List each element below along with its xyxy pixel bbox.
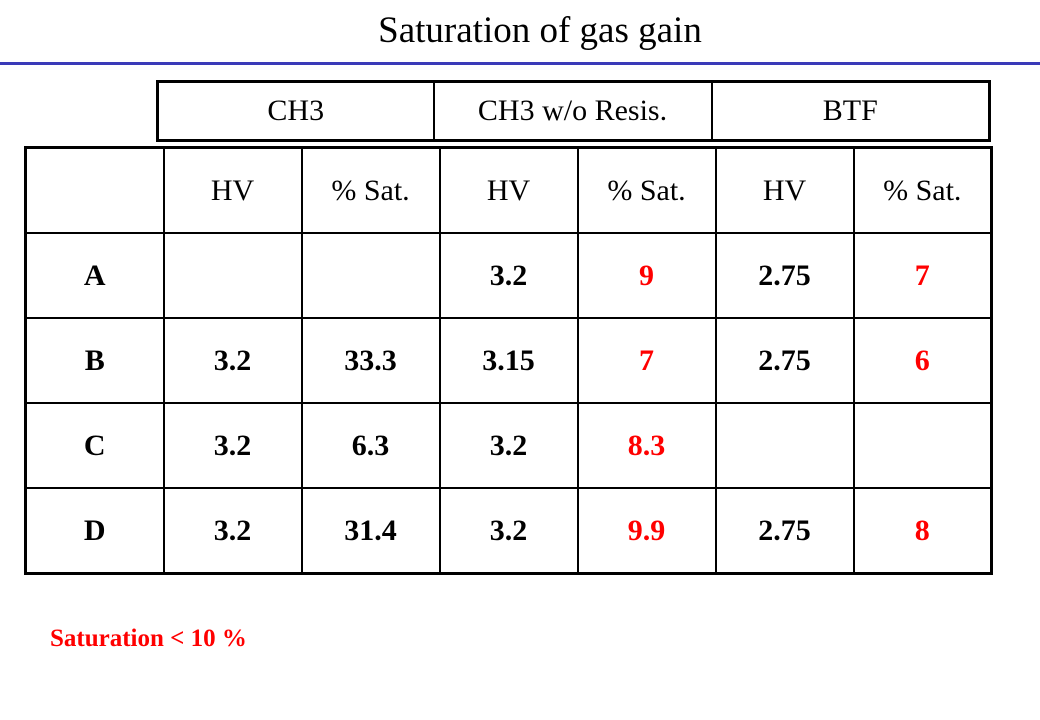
group-header-table: CH3 CH3 w/o Resis. BTF [156, 80, 991, 142]
table-row: D 3.2 31.4 3.2 9.9 2.75 8 [24, 487, 993, 575]
ch3-hv-cell: 3.2 [162, 487, 303, 575]
btf-hv-cell: 2.75 [714, 232, 855, 319]
corner-cell [24, 146, 165, 234]
btf-hv-cell [714, 402, 855, 489]
group-header-btf: BTF [710, 80, 991, 142]
ch3-nores-sat-cell: 9.9 [576, 487, 717, 575]
saturation-note: Saturation < 10 % [50, 625, 247, 652]
group-header-row: CH3 CH3 w/o Resis. BTF [156, 80, 991, 142]
row-label: A [24, 232, 165, 319]
title-divider [0, 62, 1040, 65]
ch3-nores-sat-cell: 8.3 [576, 402, 717, 489]
table-row: B 3.2 33.3 3.15 7 2.75 6 [24, 317, 993, 404]
row-label: B [24, 317, 165, 404]
ch3-sat-cell [300, 232, 441, 319]
ch3-nores-hv-cell: 3.15 [438, 317, 579, 404]
ch3-sat-cell: 6.3 [300, 402, 441, 489]
row-label: C [24, 402, 165, 489]
btf-hv-cell: 2.75 [714, 317, 855, 404]
btf-sat-cell: 7 [852, 232, 993, 319]
group-header-ch3: CH3 [156, 80, 435, 142]
column-header-hv: HV [438, 146, 579, 234]
btf-sat-cell: 8 [852, 487, 993, 575]
ch3-nores-hv-cell: 3.2 [438, 232, 579, 319]
column-header-sat: % Sat. [852, 146, 993, 234]
column-header-row: HV % Sat. HV % Sat. HV % Sat. [24, 146, 993, 234]
column-header-sat: % Sat. [300, 146, 441, 234]
ch3-nores-sat-cell: 9 [576, 232, 717, 319]
btf-hv-cell: 2.75 [714, 487, 855, 575]
ch3-hv-cell: 3.2 [162, 402, 303, 489]
row-label: D [24, 487, 165, 575]
ch3-nores-sat-cell: 7 [576, 317, 717, 404]
ch3-hv-cell: 3.2 [162, 317, 303, 404]
column-header-hv: HV [714, 146, 855, 234]
ch3-sat-cell: 31.4 [300, 487, 441, 575]
btf-sat-cell: 6 [852, 317, 993, 404]
column-header-hv: HV [162, 146, 303, 234]
ch3-nores-hv-cell: 3.2 [438, 487, 579, 575]
ch3-hv-cell [162, 232, 303, 319]
table-row: A 3.2 9 2.75 7 [24, 232, 993, 319]
table-row: C 3.2 6.3 3.2 8.3 [24, 402, 993, 489]
btf-sat-cell [852, 402, 993, 489]
ch3-sat-cell: 33.3 [300, 317, 441, 404]
saturation-table: HV % Sat. HV % Sat. HV % Sat. A 3.2 9 2.… [24, 146, 993, 575]
ch3-nores-hv-cell: 3.2 [438, 402, 579, 489]
group-header-ch3-no-resistor: CH3 w/o Resis. [432, 80, 713, 142]
page-title: Saturation of gas gain [378, 10, 702, 51]
column-header-sat: % Sat. [576, 146, 717, 234]
